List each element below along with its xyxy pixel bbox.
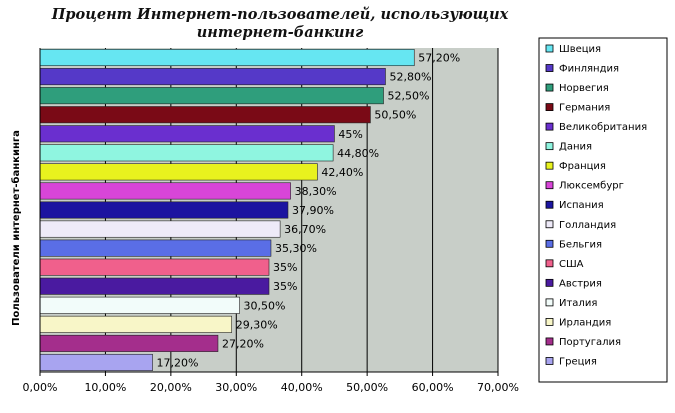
bar: [39, 125, 335, 143]
legend-swatch: [545, 337, 554, 346]
legend-swatch: [545, 278, 554, 287]
legend-swatch: [545, 122, 554, 131]
legend-entry: Дания: [559, 142, 592, 153]
legend-swatch: [545, 298, 554, 307]
bar: [39, 182, 291, 200]
legend-entry: Швеция: [559, 44, 601, 55]
legend-entry: Люксембург: [559, 181, 624, 192]
chart-title: Процент Интернет-пользователей, использу…: [40, 6, 520, 42]
bar: [39, 106, 371, 124]
bar: [39, 258, 270, 276]
legend-swatch: [545, 239, 554, 248]
legend-swatch: [545, 161, 554, 170]
bar: [39, 163, 318, 181]
x-tick-label: 40,00%: [281, 381, 323, 394]
bar: [39, 277, 270, 295]
bar: [39, 296, 240, 314]
data-label: 57,20%: [418, 52, 460, 65]
bar: [39, 353, 153, 371]
data-label: 42,40%: [321, 166, 363, 179]
legend-swatch: [545, 103, 554, 111]
legend-swatch: [545, 83, 554, 92]
data-label: 29,30%: [236, 318, 278, 331]
legend-entry: Италия: [559, 298, 597, 309]
data-label: 27,20%: [222, 337, 264, 350]
legend-entry: Ирландия: [559, 317, 611, 328]
data-label: 50,50%: [374, 109, 416, 122]
legend-swatch: [545, 318, 554, 326]
data-label: 52,50%: [388, 90, 430, 103]
legend-swatch: [545, 64, 554, 72]
x-axis: 0,00% 10,00% 20,00% 30,00% 40,00% 50,00% 60,00…: [23, 48, 519, 394]
x-tick-label: 70,00%: [477, 381, 519, 394]
plot-area: [39, 48, 499, 376]
x-tick-label: 30,00%: [215, 381, 257, 394]
legend-entry: Великобритания: [559, 122, 647, 133]
legend: Швеция Финляндия Норвегия Германия Великобри…: [538, 37, 668, 383]
legend-entry: Австрия: [559, 278, 602, 289]
legend-entry: США: [559, 259, 584, 270]
bar: [39, 315, 233, 333]
data-label: 37,90%: [292, 204, 334, 217]
legend-entry: Финляндия: [559, 64, 619, 75]
data-label: 52,80%: [389, 71, 431, 84]
x-tick-label: 0,00%: [23, 381, 58, 394]
data-label: 38,30%: [295, 185, 337, 198]
bar: [39, 334, 219, 352]
legend-entry: Бельгия: [559, 239, 602, 250]
data-label: 36,70%: [284, 223, 326, 236]
chart-title-line-1: Процент Интернет-пользователей, использу…: [51, 6, 509, 23]
data-label: 30,50%: [244, 299, 286, 312]
bar: [39, 68, 386, 86]
legend-entry: Голландия: [559, 220, 616, 231]
legend-swatch: [545, 142, 554, 151]
data-labels: 57,20% 52,80% 52,50% 50,50% 45% 44,80% 42,40% 3…: [157, 52, 461, 370]
bar: [39, 201, 289, 219]
x-tick-label: 20,00%: [150, 381, 192, 394]
bar: [39, 220, 281, 238]
bar: [39, 239, 272, 257]
legend-swatch: [545, 220, 554, 229]
data-label: 35%: [273, 261, 297, 274]
legend-swatch: [545, 357, 554, 365]
legend-box: [538, 37, 668, 383]
data-label: 44,80%: [337, 147, 379, 160]
legend-swatch: [545, 181, 554, 190]
legend-swatch: [545, 200, 554, 209]
chart-title-line-2: интернет-банкинг: [196, 24, 364, 41]
x-tick-label: 10,00%: [84, 381, 126, 394]
legend-swatch: [545, 44, 554, 53]
legend-entry: Германия: [559, 103, 610, 114]
bar: [39, 144, 334, 162]
legend-entry: Франция: [559, 161, 606, 172]
x-tick-label: 60,00%: [412, 381, 454, 394]
legend-entry: Португалия: [559, 337, 621, 348]
legend-swatch: [545, 259, 554, 268]
legend-entry: Норвегия: [559, 83, 609, 94]
data-label: 45%: [338, 128, 362, 141]
data-label: 17,20%: [157, 356, 199, 369]
bar: [39, 49, 415, 67]
data-label: 35%: [273, 280, 297, 293]
bar: [39, 87, 384, 105]
legend-entry: Греция: [559, 356, 597, 367]
x-tick-label: 50,00%: [346, 381, 388, 394]
y-axis-label: Пользователи интернет-банкинга: [10, 130, 22, 326]
data-label: 35,30%: [275, 242, 317, 255]
legend-entry: Испания: [559, 200, 604, 211]
